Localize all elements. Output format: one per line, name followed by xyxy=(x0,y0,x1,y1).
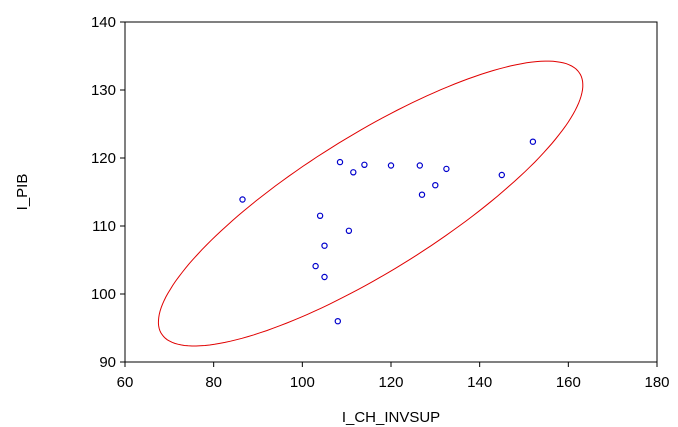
x-tick-label: 60 xyxy=(117,374,134,391)
y-axis-title: I_PIB xyxy=(14,174,31,211)
y-tick-label: 90 xyxy=(99,354,116,371)
x-tick-label: 160 xyxy=(556,374,581,391)
data-point xyxy=(529,138,537,145)
x-axis: 60 80 100 120 140 160 180 xyxy=(117,362,670,391)
points-layer xyxy=(239,138,537,325)
data-point xyxy=(239,196,246,203)
data-point xyxy=(345,227,353,234)
data-point xyxy=(443,165,450,173)
data-point xyxy=(350,169,357,176)
ellipse-layer xyxy=(157,60,584,347)
y-tick-label: 130 xyxy=(91,82,116,99)
data-point xyxy=(316,212,324,219)
data-point xyxy=(336,158,344,166)
x-tick-label: 140 xyxy=(467,374,492,391)
data-point xyxy=(416,162,423,169)
y-axis: 90 100 110 120 130 140 xyxy=(91,14,125,371)
x-axis-title: I_CH_INVSUP xyxy=(342,409,440,426)
data-point xyxy=(387,162,395,169)
y-tick-label: 100 xyxy=(91,286,116,303)
data-point xyxy=(321,242,328,249)
x-tick-label: 80 xyxy=(205,374,222,391)
y-tick-label: 120 xyxy=(91,150,116,167)
data-point xyxy=(432,181,439,189)
data-point xyxy=(334,318,341,325)
x-tick-label: 100 xyxy=(290,374,315,391)
y-tick-label: 110 xyxy=(92,218,116,235)
x-tick-label: 120 xyxy=(378,374,403,391)
data-point xyxy=(361,161,368,168)
data-point xyxy=(498,171,505,179)
data-point xyxy=(321,273,328,281)
x-tick-label: 180 xyxy=(644,374,669,391)
confidence-ellipse xyxy=(157,60,584,347)
data-point xyxy=(312,262,319,270)
data-point xyxy=(418,191,426,198)
plot-frame xyxy=(124,21,658,363)
y-tick-label: 140 xyxy=(91,14,116,31)
